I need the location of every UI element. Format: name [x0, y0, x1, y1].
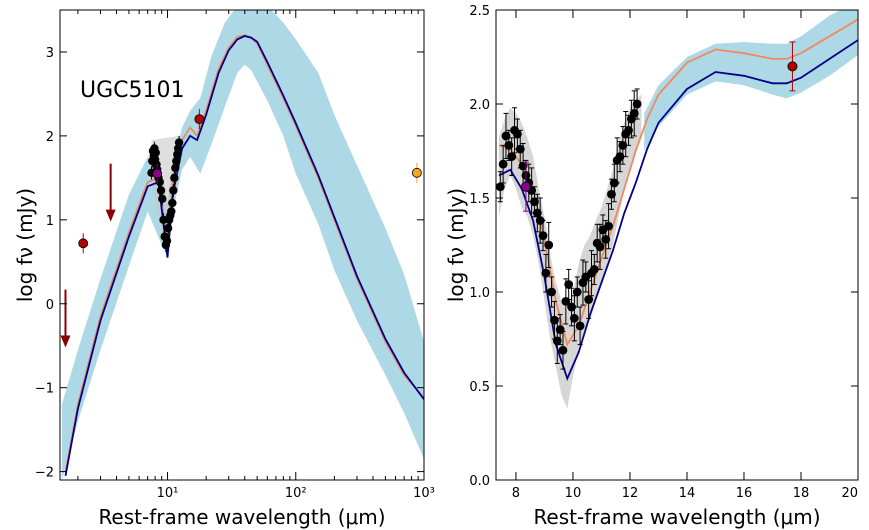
right-plot-area	[496, 10, 858, 409]
right-x-tick-label: 10	[565, 486, 582, 501]
left-irs-point	[174, 138, 184, 147]
left-y-tick-label: 2	[46, 130, 54, 145]
right-irs-point	[567, 302, 576, 312]
left-irs-point	[156, 186, 166, 195]
right-x-tick-label: 16	[736, 486, 753, 501]
right-model-band	[644, 10, 858, 151]
right-irs-point	[575, 321, 585, 331]
left-irs-point	[163, 224, 173, 233]
right-x-tick-label: 18	[793, 486, 810, 501]
left-irs-point	[172, 156, 181, 166]
right-panel: 0.0 0.5 1.0 1.5 2.0 2.5 8 10 12 14 16 18 20 Rest-fra…	[444, 4, 859, 529]
right-x-tick-label: 20	[841, 486, 858, 501]
left-y-tick-label: −1	[35, 382, 54, 397]
right-irs-point	[601, 234, 611, 244]
left-irs-point	[151, 148, 161, 157]
right-irs-point	[615, 152, 625, 162]
right-irs-point	[538, 231, 548, 241]
right-irs-point	[558, 345, 568, 355]
left-irs-point	[155, 177, 164, 187]
left-x-axis-label: Rest-frame wavelength (μm)	[98, 505, 385, 529]
right-irs-point	[518, 161, 528, 171]
right-irs-point	[564, 280, 574, 289]
right-irs-error-band	[498, 94, 642, 409]
right-irs-point	[609, 178, 619, 188]
left-irs-point	[167, 207, 176, 216]
left-y-tick-label: 1	[46, 214, 54, 229]
right-irs-point	[552, 336, 562, 346]
left-irs-point	[170, 173, 179, 183]
left-y-tick-label: −2	[35, 466, 54, 481]
right-irs-point	[569, 313, 579, 323]
right-y-axis-label: log fν (mJy)	[444, 188, 468, 302]
left-photometry-point	[152, 168, 163, 179]
left-model-line-navy	[64, 35, 424, 476]
left-annotation: UGC5101	[80, 78, 185, 103]
right-axis-ticks: 0.0 0.5 1.0 1.5 2.0 2.5 8 10 12 14 16 18 20	[469, 4, 859, 501]
right-axes-frame	[495, 9, 859, 481]
left-upper-limit-arrowhead	[60, 335, 71, 348]
left-axis-ticks: −2 −1 0 1 2 3 10¹ 10² 10³	[35, 10, 435, 501]
left-irs-point	[169, 186, 178, 195]
right-x-axis-label: Rest-frame wavelength (μm)	[533, 505, 820, 529]
right-irs-point	[532, 208, 542, 218]
left-plot-area	[60, 10, 424, 480]
right-irs-point	[512, 129, 522, 139]
right-irs-point	[544, 240, 554, 250]
right-irs-point	[604, 221, 613, 231]
right-photometry-point	[787, 61, 798, 72]
left-axes-frame	[59, 9, 425, 481]
right-irs-point	[530, 197, 539, 207]
right-x-tick-label: 14	[679, 486, 696, 501]
left-irs-point	[171, 163, 180, 172]
right-irs-point	[504, 140, 514, 150]
right-irs-point	[515, 144, 525, 154]
right-irs-point	[547, 287, 556, 297]
right-irs-point	[584, 295, 594, 304]
right-y-tick-label: 2.0	[469, 98, 490, 113]
right-irs-point	[501, 131, 511, 141]
left-photometry-point	[194, 114, 205, 125]
right-photometry-point	[520, 181, 531, 192]
right-irs-point	[632, 99, 642, 109]
right-irs-point	[607, 189, 616, 199]
left-model-line-orange	[64, 34, 424, 472]
left-photometry-point	[411, 167, 422, 178]
right-irs-point	[624, 125, 633, 135]
right-irs-point	[541, 268, 551, 278]
right-irs-point	[618, 140, 628, 150]
left-irs-point	[158, 194, 167, 204]
right-irs-point	[507, 152, 517, 162]
left-y-tick-label: 3	[46, 46, 54, 61]
left-x-tick-label: 10¹	[157, 486, 179, 501]
right-irs-point	[498, 159, 508, 169]
right-y-tick-label: 1.5	[469, 192, 490, 207]
right-irs-point	[496, 182, 505, 192]
left-model-band	[61, 10, 424, 480]
left-panel: −2 −1 0 1 2 3 10¹ 10² 10³ UGC5101 Rest-frame wav…	[13, 9, 435, 529]
left-irs-point	[168, 198, 177, 208]
right-y-tick-label: 0.5	[469, 380, 490, 395]
right-y-tick-label: 1.0	[469, 286, 490, 301]
right-y-tick-label: 0.0	[469, 474, 490, 489]
left-x-tick-label: 10³	[413, 486, 435, 501]
left-x-tick-label: 10²	[285, 486, 307, 501]
left-photometry-point	[78, 238, 89, 249]
right-y-tick-label: 2.5	[469, 4, 490, 19]
right-irs-point	[572, 287, 582, 297]
left-y-tick-label: 0	[46, 298, 54, 313]
left-y-axis-label: log fν (mJy)	[13, 188, 37, 302]
right-x-tick-label: 8	[512, 486, 520, 501]
left-irs-point	[162, 236, 172, 246]
right-irs-point	[629, 109, 639, 118]
left-upper-limit-arrowhead	[105, 209, 116, 222]
right-x-tick-label: 12	[622, 486, 639, 501]
right-irs-point	[535, 216, 545, 225]
right-irs-point	[589, 265, 599, 274]
right-model-line-navy	[498, 39, 858, 382]
